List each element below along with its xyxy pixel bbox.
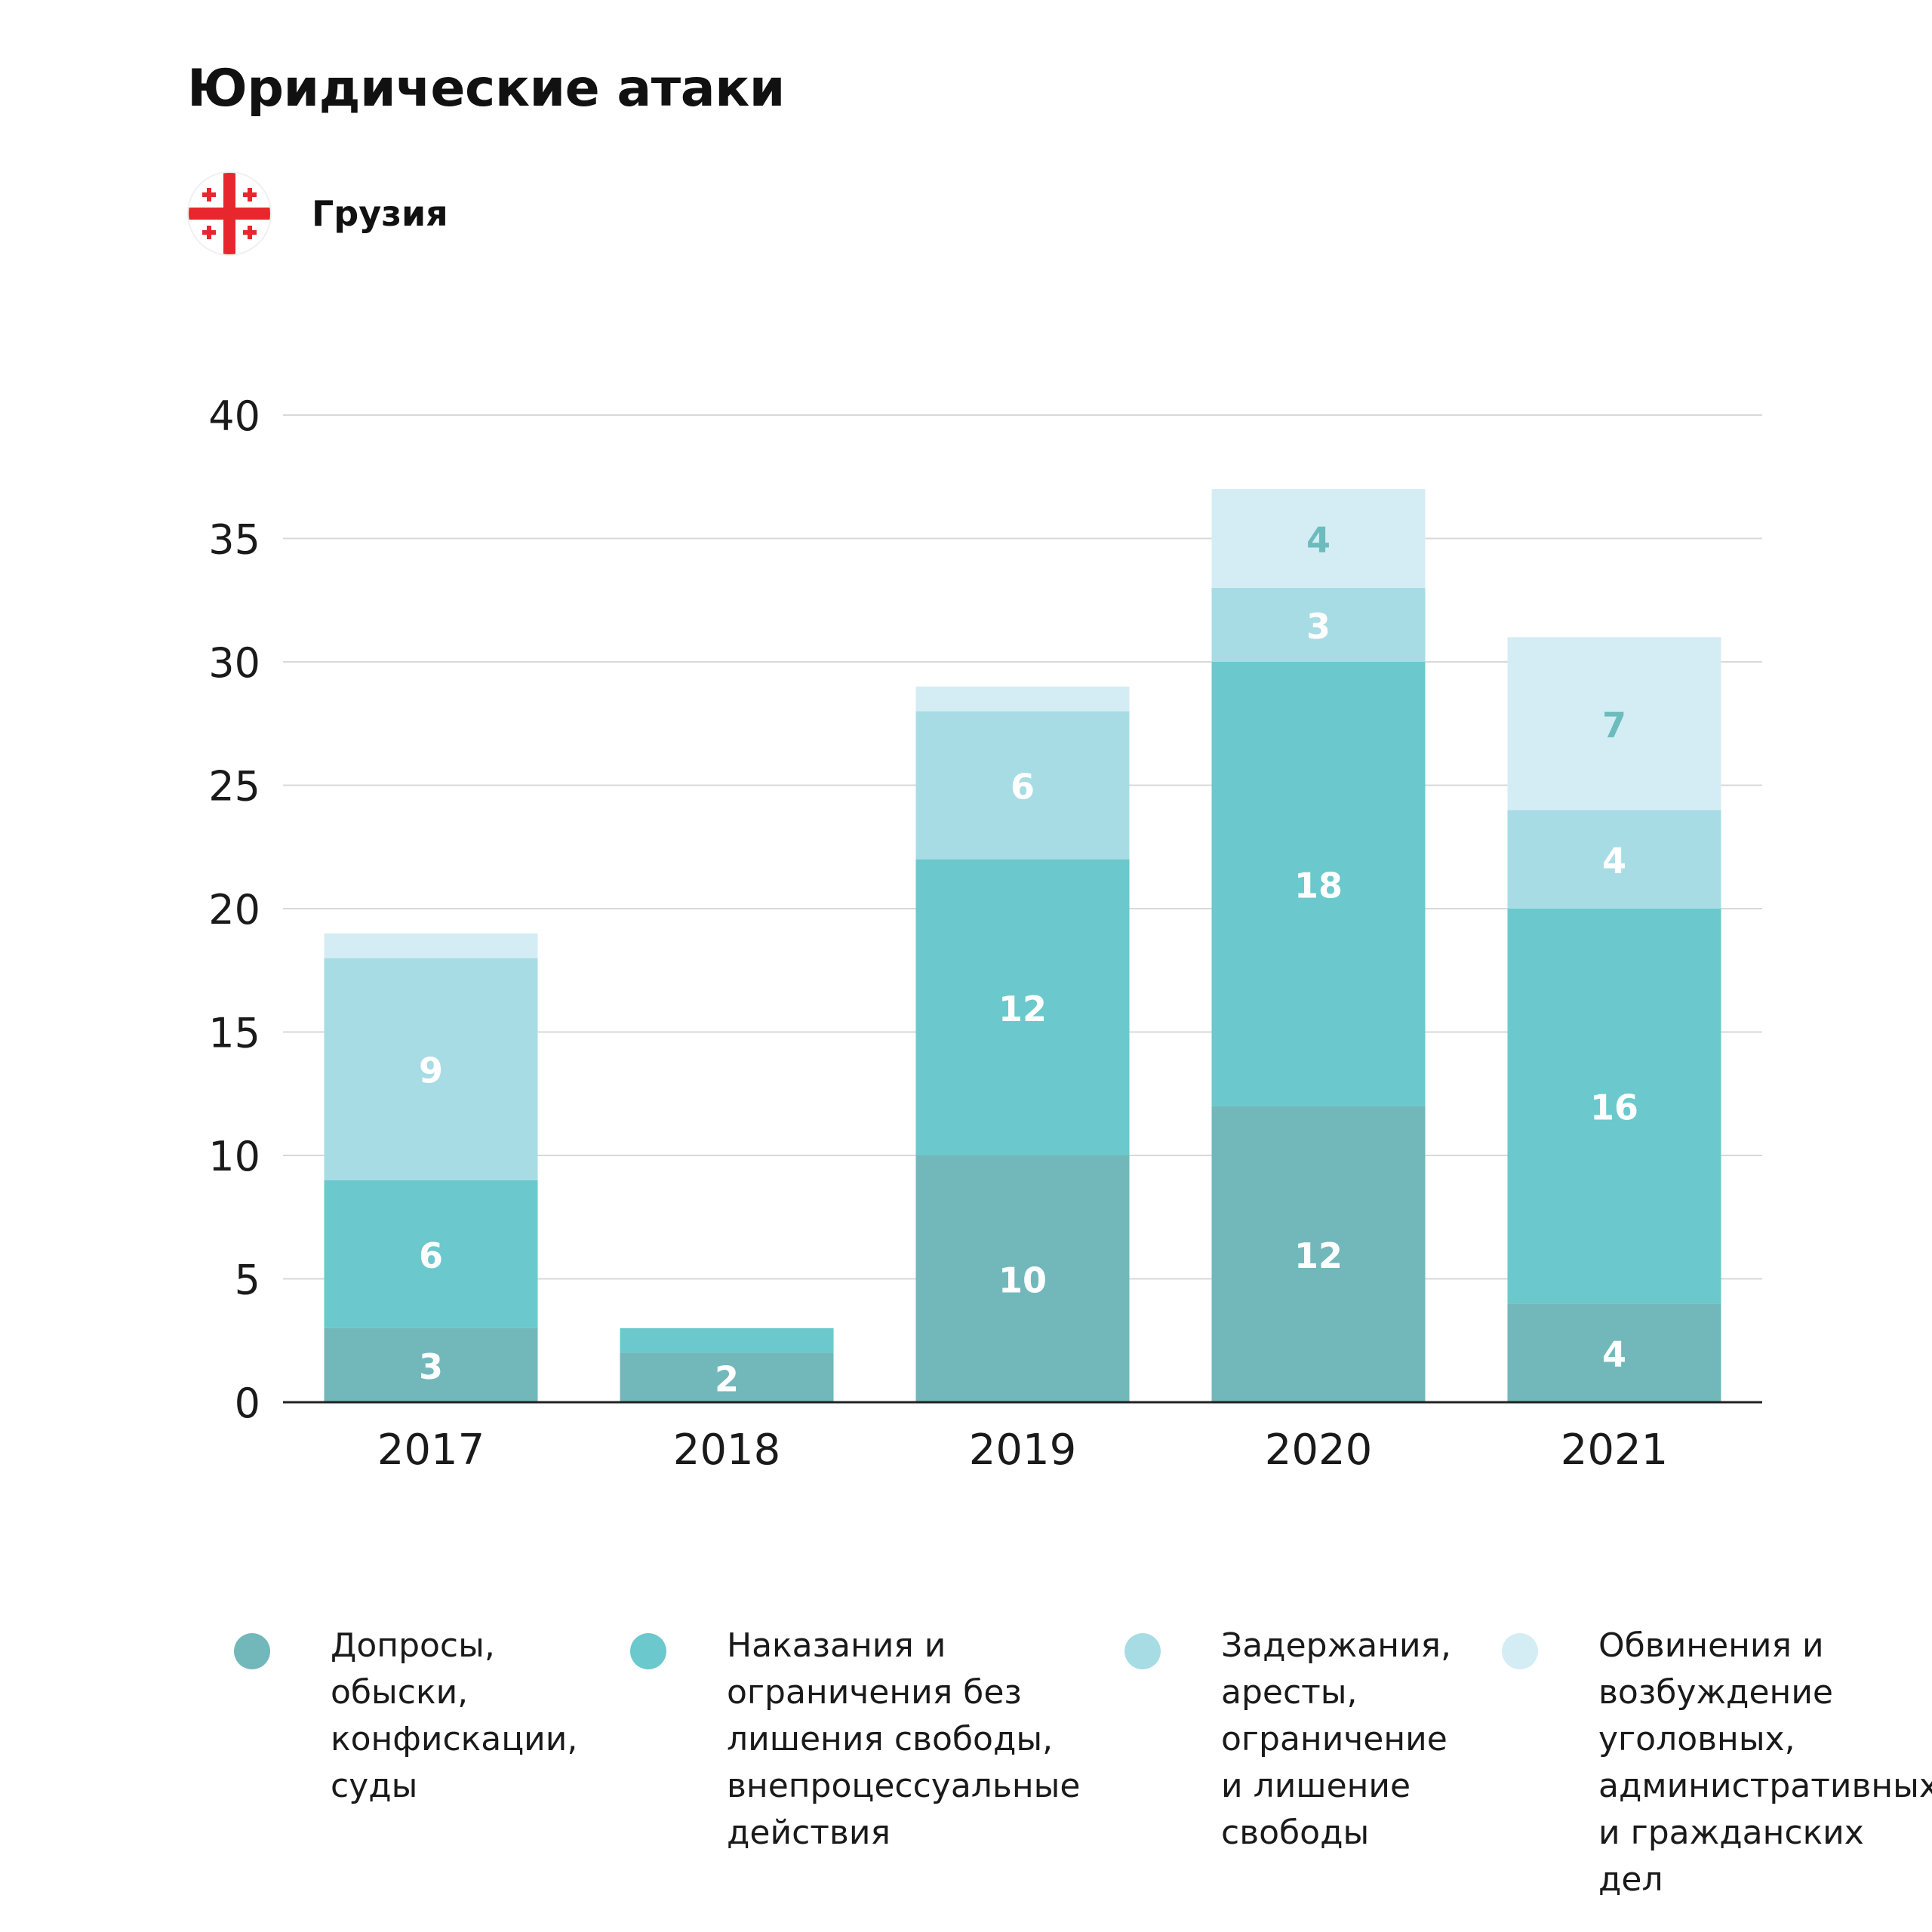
y-tick-label: 5 [235,1257,260,1304]
y-tick-label: 25 [208,763,260,811]
legend-label: Допросы, обыски, конфискации, суды [331,1626,578,1805]
legend-label: Наказания и ограничения без лишения свобод… [727,1626,1081,1852]
bar-segment [324,933,538,958]
bar-segment [1507,810,1721,909]
bar-segment [1211,489,1426,588]
legend: Допросы, обыски, конфискации, суды Наказани… [234,1623,1932,1899]
x-tick-label: 2018 [673,1426,781,1475]
georgia-flag-icon [189,173,270,254]
country-name: Грузия [312,193,448,234]
data-label: 2 [715,1358,739,1399]
y-tick-label: 30 [208,639,260,687]
legend-label: Задержания, аресты, ограничение и лишение св… [1221,1626,1452,1852]
bar-segment [915,1155,1130,1402]
bar-segment [915,859,1130,1155]
y-tick-label: 40 [208,392,260,440]
bar-segment [1211,662,1426,1106]
legend-swatch [1124,1633,1161,1669]
bar-segment [324,1180,538,1328]
bar-segment [324,958,538,1180]
x-tick-label: 2021 [1561,1426,1669,1475]
legend-item-charges: Обвинения и возбуждение уголовных, админист… [1502,1623,1932,1903]
bar-segment [1507,909,1721,1304]
data-label: 9 [419,1051,443,1091]
bar-segment [1211,587,1426,662]
legend-item-punishments: Наказания и ограничения без лишения свобод… [630,1623,1080,1857]
legend-swatch [234,1633,270,1669]
y-axis: 0 5 10 15 20 25 30 35 40 [208,392,260,1427]
y-tick-label: 35 [208,516,260,564]
data-label: 12 [1294,1235,1343,1276]
x-tick-label: 2020 [1265,1426,1373,1475]
data-label: 4 [1602,841,1626,881]
bar-segment [620,1352,834,1402]
bars: 3 6 9 2 10 12 6 12 18 3 4 4 16 4 7 [324,489,1721,1402]
x-tick-label: 2017 [377,1426,485,1475]
legend-item-interrogations: Допросы, обыски, конфискации, суды [234,1623,577,1810]
bar-segment [620,1327,834,1353]
country-header: Грузия [189,172,448,255]
x-tick-label: 2019 [969,1426,1077,1475]
bar-segment [915,711,1130,860]
data-label: 6 [1011,767,1035,808]
x-axis: 2017 2018 2019 2020 2021 [283,1401,1762,1475]
data-label: 3 [1306,606,1331,647]
stacked-bar-chart: 0 5 10 15 20 25 30 35 40 3 6 9 2 10 12 6 12 18 3 4 4 16 4 7 20… [208,392,1762,1475]
data-label: 3 [419,1346,443,1387]
data-label: 4 [1306,520,1331,561]
legend-item-detentions: Задержания, аресты, ограничение и лишение св… [1124,1623,1451,1857]
data-label: 10 [998,1260,1047,1301]
bar-segment [1211,1106,1426,1402]
y-tick-label: 10 [208,1133,260,1180]
legend-swatch [1502,1633,1538,1669]
data-label: 6 [419,1235,443,1276]
data-label: 16 [1590,1088,1638,1128]
data-label: 7 [1602,705,1626,746]
bar-segment [1507,637,1721,811]
legend-swatch [630,1633,666,1669]
y-tick-label: 15 [208,1010,260,1057]
bar-segment [1507,1303,1721,1402]
data-label: 12 [998,989,1047,1029]
bar-segment [915,686,1130,712]
chart-title: Юридические атаки [187,59,785,118]
data-label: 18 [1294,865,1343,906]
bar-segment [324,1327,538,1402]
y-tick-label: 20 [208,886,260,934]
y-tick-label: 0 [235,1380,260,1427]
legend-label: Обвинения и возбуждение уголовных, админист… [1598,1626,1932,1899]
data-label: 4 [1602,1334,1626,1375]
